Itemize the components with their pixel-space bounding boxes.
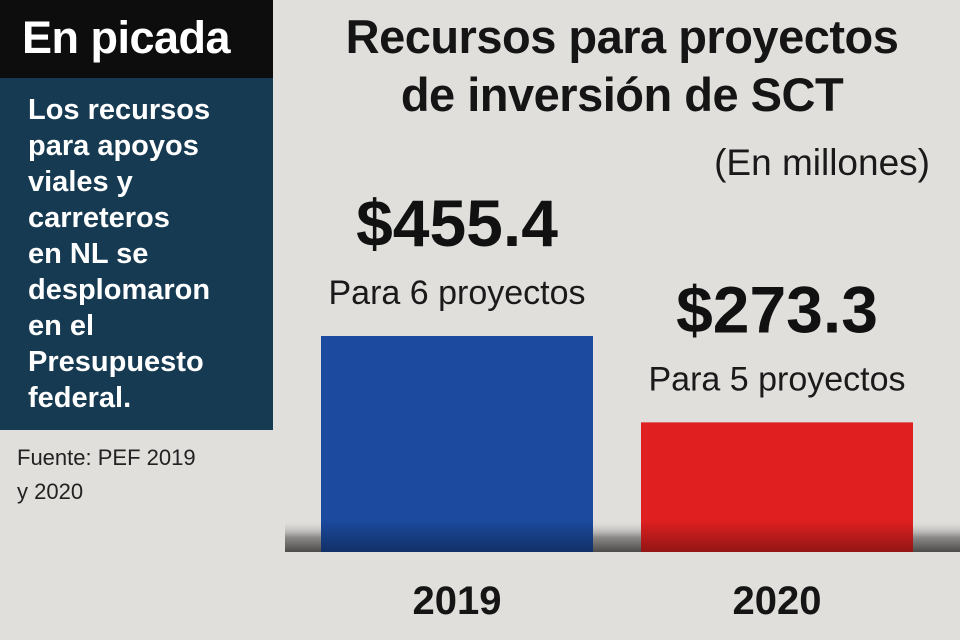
bar-2019: [321, 336, 593, 552]
category-label: 2020: [733, 579, 822, 623]
sidebar-heading: En picada: [22, 12, 231, 63]
sidebar-header: En picada: [0, 0, 273, 78]
category-label: 2019: [413, 579, 502, 623]
bar-shadow: [321, 520, 593, 552]
source-note: Fuente: PEF 2019 y 2020: [17, 445, 196, 504]
value-label: $273.3: [676, 272, 878, 346]
sidebar-text: Los recursos para apoyos viales y carret…: [28, 94, 211, 414]
chart-subtitle: (En millones): [714, 142, 930, 183]
sidebar-panel: Los recursos para apoyos viales y carret…: [0, 78, 273, 430]
chart-title: Recursos para proyectos de inversión de …: [345, 10, 899, 121]
value-label: $455.4: [356, 186, 558, 260]
project-count-label: Para 6 proyectos: [328, 274, 585, 312]
bar-shadow: [641, 520, 913, 552]
project-count-label: Para 5 proyectos: [648, 360, 905, 398]
